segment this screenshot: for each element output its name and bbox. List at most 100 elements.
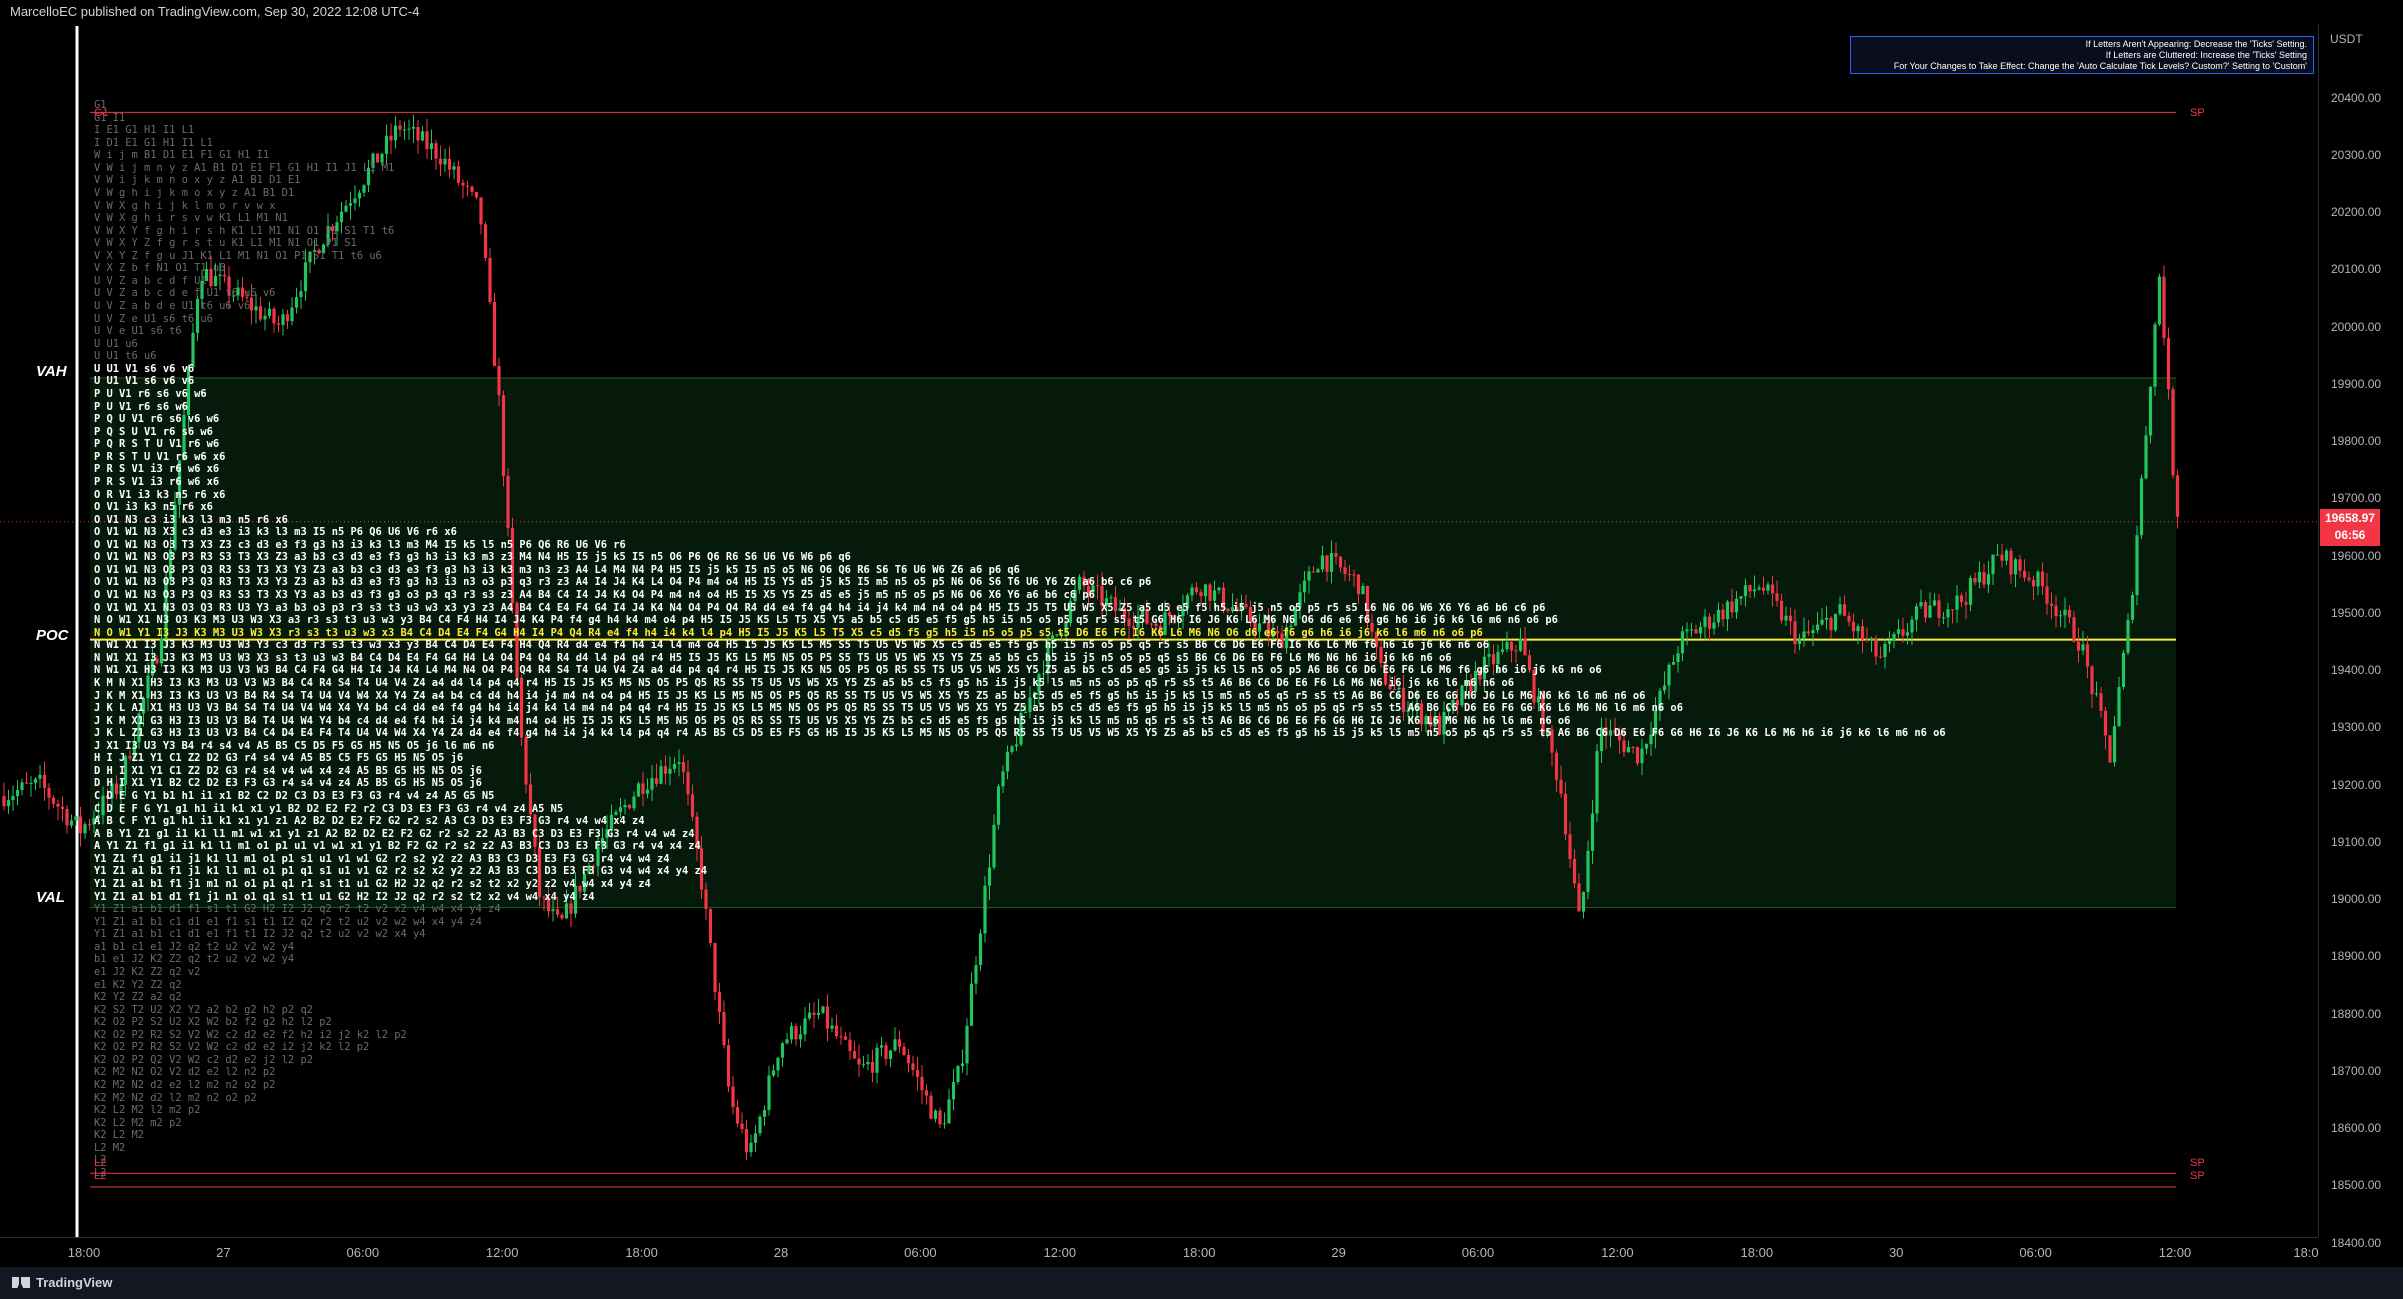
time-axis[interactable]: 18:00 27 06:00 12:00 18:00 28 06:00 12:00 18:00 2… bbox=[0, 1237, 2319, 1268]
last-price-value: 19658.97 bbox=[2324, 511, 2376, 525]
candle bbox=[461, 179, 465, 199]
candle bbox=[663, 755, 668, 785]
candle bbox=[155, 655, 159, 665]
brand-name: TradingView bbox=[36, 1275, 113, 1290]
candle bbox=[600, 827, 605, 853]
candle bbox=[2121, 649, 2126, 690]
candle bbox=[330, 223, 335, 241]
candle bbox=[501, 390, 506, 487]
candle bbox=[528, 772, 533, 818]
tpo-row: D H I X1 Y1 C1 Z2 D2 G3 r4 s4 v4 w4 x4 z… bbox=[94, 764, 482, 777]
candle bbox=[902, 1042, 906, 1056]
candle bbox=[906, 1048, 911, 1073]
tpo-row: O V1 W1 N3 O3 T3 X3 Z3 c3 d3 e3 f3 g3 h3… bbox=[94, 538, 626, 551]
candle bbox=[1559, 765, 1563, 798]
tpo-row: J K M X1 G3 H3 I3 U3 V3 B4 T4 U4 W4 Y4 b… bbox=[94, 714, 1571, 727]
candle bbox=[1068, 597, 1073, 627]
price-tick: 18900.00 bbox=[2331, 949, 2382, 964]
price-tick: 18400.00 bbox=[2331, 1235, 2382, 1250]
tpo-row: O R V1 i3 k3 n5 r6 x6 bbox=[94, 488, 226, 501]
candle bbox=[1968, 575, 1973, 612]
candle bbox=[875, 1043, 879, 1084]
price-axis[interactable]: 20400.00 20300.00 20200.00 20100.00 20000.00… bbox=[2318, 24, 2403, 1250]
candle bbox=[452, 162, 456, 180]
candle bbox=[1748, 584, 1752, 598]
candle bbox=[1064, 619, 1068, 639]
candle bbox=[1172, 614, 1176, 625]
candle bbox=[636, 781, 641, 798]
candle bbox=[191, 323, 195, 371]
candle bbox=[848, 1032, 852, 1060]
candle bbox=[866, 1053, 870, 1071]
candle bbox=[1095, 574, 1100, 600]
candle bbox=[1145, 599, 1149, 625]
candle bbox=[2031, 575, 2036, 601]
tpo-row: Y1 Z1 a1 b1 d1 f1 j1 n1 o1 q1 s1 t1 u1 G… bbox=[94, 890, 595, 903]
candle bbox=[1388, 675, 1392, 691]
tpo-row: V W X Y f g h i r s h K1 L1 M1 N1 O1 P1 … bbox=[94, 224, 395, 237]
candle bbox=[1316, 567, 1320, 573]
tpo-row: U V Z a b d e U1 t6 u6 v6 bbox=[94, 300, 251, 313]
candle bbox=[1959, 592, 1964, 608]
candle bbox=[137, 711, 141, 749]
candle bbox=[641, 771, 645, 807]
candle bbox=[366, 159, 371, 193]
candle bbox=[1473, 661, 1478, 696]
candle bbox=[92, 810, 96, 834]
candle bbox=[762, 1105, 767, 1126]
candle bbox=[1338, 555, 1343, 573]
tpo-row: V W X g h i r s v w K1 L1 M1 N1 bbox=[94, 212, 288, 225]
candle bbox=[560, 912, 564, 921]
candle bbox=[1212, 580, 1217, 610]
candle bbox=[33, 776, 38, 791]
candle bbox=[1248, 600, 1253, 627]
time-tick: 18:00 bbox=[1740, 1245, 1774, 1260]
tpo-row: K2 O2 P2 R2 S2 V2 W2 c2 d2 e2 i2 j2 k2 l… bbox=[94, 1041, 370, 1054]
tpo-row: N O W1 Y1 I3 J3 K3 M3 U3 W3 X3 r3 s3 t3 … bbox=[94, 626, 1483, 639]
candle bbox=[1950, 609, 1955, 624]
candle bbox=[195, 295, 200, 341]
tpo-row: Y1 Z1 a1 b1 d1 f1 s1 t1 G2 H2 I2 J2 q2 r… bbox=[94, 903, 501, 916]
candle bbox=[920, 1064, 924, 1105]
candle bbox=[2135, 525, 2139, 606]
candle bbox=[1446, 706, 1451, 721]
candle bbox=[839, 1026, 843, 1045]
candle bbox=[650, 765, 654, 801]
candle bbox=[947, 1088, 951, 1124]
candle bbox=[1487, 641, 1491, 668]
candle bbox=[1221, 582, 1226, 614]
candle bbox=[1347, 564, 1352, 582]
candle bbox=[389, 123, 393, 155]
candle bbox=[2013, 557, 2018, 588]
time-tick: 28 bbox=[773, 1245, 789, 1260]
candle bbox=[2, 782, 6, 811]
candle bbox=[1865, 627, 1869, 643]
candle bbox=[456, 160, 461, 186]
candle bbox=[1635, 746, 1640, 766]
candle bbox=[1050, 631, 1055, 654]
time-tick: 18:0 bbox=[2293, 1245, 2319, 1260]
candle bbox=[20, 778, 24, 796]
candle bbox=[1451, 698, 1455, 714]
candle bbox=[1523, 626, 1527, 656]
candle bbox=[852, 1041, 857, 1060]
candle bbox=[411, 114, 416, 143]
tpo-row: V W X Y Z f g r s t u K1 L1 M1 N1 O1 P1 … bbox=[94, 237, 357, 250]
candle bbox=[1073, 579, 1077, 611]
tpo-row: P U V1 r6 s6 w6 bbox=[94, 400, 188, 413]
candle bbox=[992, 814, 996, 870]
candle bbox=[69, 814, 74, 829]
val-label: VAL bbox=[36, 889, 65, 906]
tradingview-logo[interactable]: TradingView bbox=[12, 1275, 112, 1290]
tpo-row: J X1 I3 U3 Y3 B4 r4 s4 v4 A5 B5 C5 D5 F5… bbox=[94, 739, 495, 752]
tpo-row: G1 bbox=[94, 99, 107, 111]
candle bbox=[1604, 717, 1608, 750]
candle bbox=[1788, 607, 1793, 636]
candle bbox=[362, 184, 366, 197]
candle bbox=[1649, 721, 1653, 757]
candle bbox=[965, 1018, 969, 1076]
candle bbox=[65, 805, 69, 834]
candle bbox=[1343, 559, 1347, 582]
price-chart[interactable] bbox=[0, 0, 2318, 1237]
candle bbox=[551, 897, 555, 922]
